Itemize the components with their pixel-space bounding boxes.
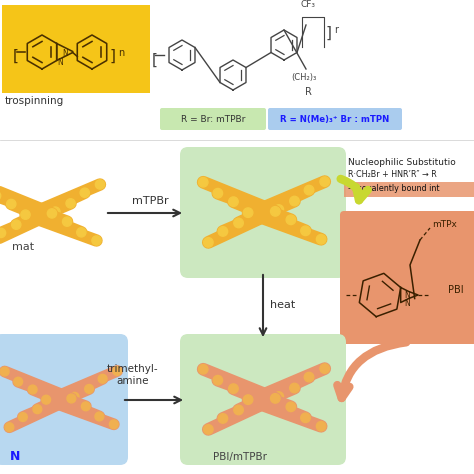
- Circle shape: [85, 384, 93, 393]
- Text: R = Br: mTPBr: R = Br: mTPBr: [181, 115, 245, 124]
- Circle shape: [234, 405, 243, 415]
- Circle shape: [304, 372, 314, 382]
- Circle shape: [286, 215, 296, 225]
- FancyBboxPatch shape: [180, 334, 346, 465]
- Circle shape: [320, 177, 329, 186]
- Circle shape: [248, 394, 258, 404]
- Text: PBI/mTPBr: PBI/mTPBr: [213, 452, 267, 462]
- Circle shape: [80, 188, 90, 197]
- Circle shape: [98, 374, 107, 383]
- FancyBboxPatch shape: [0, 334, 128, 465]
- Text: [: [: [13, 48, 19, 64]
- Text: R: R: [305, 87, 311, 97]
- Circle shape: [63, 217, 72, 226]
- Circle shape: [92, 236, 101, 245]
- Circle shape: [113, 366, 121, 375]
- Circle shape: [243, 395, 253, 404]
- Text: N: N: [404, 299, 410, 308]
- Text: N: N: [404, 291, 410, 300]
- Text: mTPBr: mTPBr: [132, 196, 169, 206]
- Circle shape: [33, 405, 42, 414]
- Text: N: N: [10, 450, 20, 463]
- Text: N: N: [62, 49, 68, 58]
- Circle shape: [213, 375, 223, 385]
- Circle shape: [21, 210, 30, 219]
- Text: ]: ]: [326, 26, 332, 40]
- Circle shape: [70, 392, 79, 401]
- Text: ]: ]: [110, 48, 116, 64]
- FancyArrowPatch shape: [337, 342, 406, 398]
- Text: mat: mat: [12, 242, 34, 252]
- Circle shape: [28, 385, 37, 394]
- Circle shape: [95, 412, 104, 421]
- FancyBboxPatch shape: [344, 182, 474, 197]
- Text: PBI: PBI: [448, 285, 464, 295]
- Circle shape: [82, 402, 90, 411]
- Text: mTPx: mTPx: [432, 219, 457, 228]
- Circle shape: [46, 395, 55, 403]
- Circle shape: [228, 384, 238, 393]
- Circle shape: [109, 420, 118, 428]
- Circle shape: [301, 413, 310, 423]
- Circle shape: [42, 395, 51, 404]
- FancyBboxPatch shape: [340, 211, 474, 344]
- Circle shape: [77, 228, 86, 237]
- Circle shape: [228, 197, 238, 207]
- Text: Nucleophilic Substitutio: Nucleophilic Substitutio: [348, 158, 456, 167]
- Circle shape: [320, 364, 329, 374]
- Circle shape: [14, 377, 23, 386]
- Text: r: r: [334, 25, 338, 35]
- Circle shape: [199, 177, 208, 187]
- Circle shape: [218, 414, 228, 423]
- Circle shape: [243, 208, 253, 218]
- Circle shape: [271, 393, 280, 403]
- Text: heat: heat: [270, 300, 295, 310]
- Text: n: n: [118, 48, 124, 58]
- Circle shape: [290, 383, 299, 393]
- Circle shape: [274, 205, 283, 214]
- Circle shape: [51, 207, 60, 216]
- Circle shape: [26, 210, 35, 219]
- Text: (CH₂)₃: (CH₂)₃: [292, 73, 317, 82]
- Circle shape: [203, 425, 213, 434]
- Text: CF₃: CF₃: [301, 0, 316, 9]
- Circle shape: [316, 235, 326, 244]
- FancyBboxPatch shape: [180, 147, 346, 278]
- Text: → covalently bound int: → covalently bound int: [348, 184, 439, 193]
- Text: trospinning: trospinning: [5, 96, 64, 106]
- Circle shape: [304, 185, 314, 195]
- Circle shape: [301, 226, 310, 236]
- Text: R·CH₂Br + HNR’R″ → R: R·CH₂Br + HNR’R″ → R: [348, 170, 437, 179]
- Circle shape: [47, 209, 56, 218]
- FancyBboxPatch shape: [2, 5, 150, 93]
- FancyArrowPatch shape: [341, 179, 368, 201]
- Text: N: N: [57, 58, 63, 67]
- FancyBboxPatch shape: [160, 108, 266, 130]
- Circle shape: [11, 220, 21, 229]
- Text: [: [: [152, 53, 158, 67]
- FancyBboxPatch shape: [268, 108, 402, 130]
- Text: trimethyl-
amine: trimethyl- amine: [107, 365, 159, 386]
- Circle shape: [66, 199, 75, 208]
- Circle shape: [0, 367, 9, 376]
- Circle shape: [290, 196, 299, 206]
- Circle shape: [316, 421, 326, 431]
- Circle shape: [5, 423, 14, 432]
- Circle shape: [218, 227, 228, 236]
- Circle shape: [213, 189, 223, 198]
- Circle shape: [0, 228, 6, 237]
- Circle shape: [286, 402, 296, 411]
- Circle shape: [67, 394, 76, 403]
- Circle shape: [18, 413, 27, 421]
- Circle shape: [0, 191, 1, 201]
- Circle shape: [199, 365, 208, 374]
- Circle shape: [274, 392, 283, 401]
- Circle shape: [203, 237, 213, 247]
- Circle shape: [248, 207, 258, 217]
- Text: R = N(Me)₃⁺ Br : mTPN: R = N(Me)₃⁺ Br : mTPN: [281, 115, 390, 124]
- Circle shape: [234, 218, 243, 228]
- Circle shape: [95, 180, 105, 189]
- Circle shape: [7, 200, 16, 209]
- Circle shape: [271, 207, 280, 216]
